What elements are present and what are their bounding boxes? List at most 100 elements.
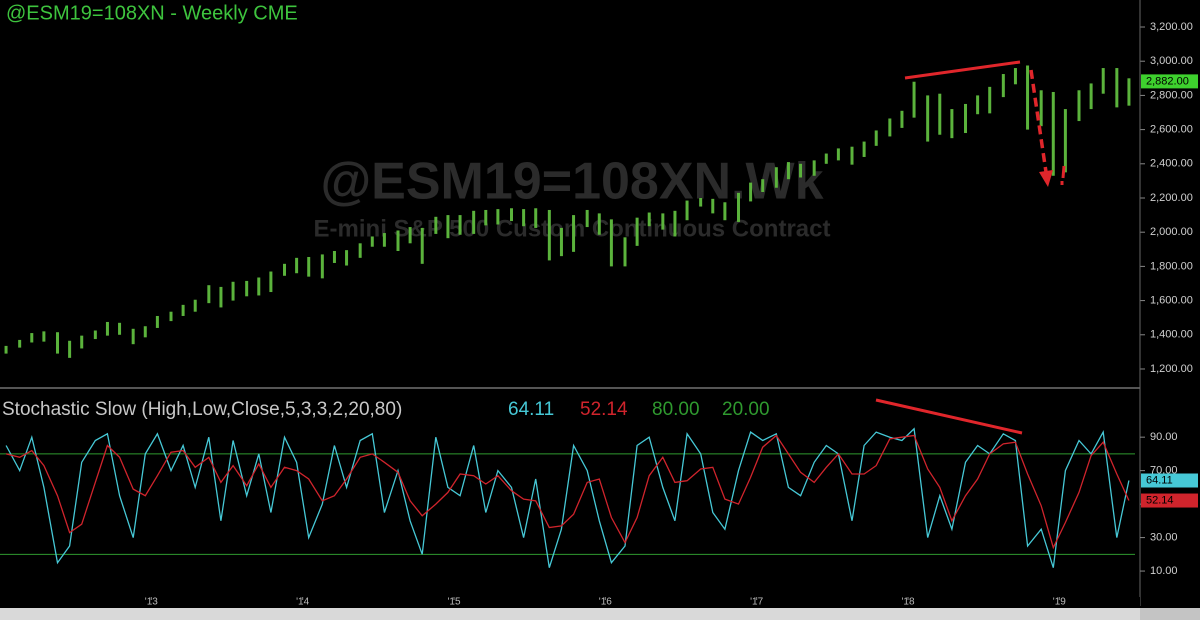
- price-bar: [332, 251, 336, 263]
- price-bar: [484, 209, 488, 226]
- price-bar: [547, 209, 551, 261]
- price-bar: [257, 277, 261, 296]
- price-bar: [245, 280, 249, 297]
- x-axis-strip: [0, 597, 1140, 607]
- price-bar: [559, 227, 563, 257]
- arrow-head: [1039, 170, 1053, 187]
- y-tick-label: 1,400.00: [1150, 329, 1193, 341]
- x-tick-label: '17: [750, 597, 763, 608]
- price-bar: [382, 233, 386, 247]
- price-bar: [396, 230, 400, 252]
- price-bar: [458, 215, 462, 235]
- y-tick-label: 2,600.00: [1150, 124, 1193, 136]
- price-bar: [169, 311, 173, 322]
- price-bar: [181, 304, 185, 316]
- price-bar: [836, 148, 840, 161]
- y-tick-label: 2,200.00: [1150, 192, 1193, 204]
- price-bar: [938, 93, 942, 135]
- price-bar: [105, 321, 109, 336]
- legend-level: 80.00: [652, 399, 700, 420]
- price-bar: [1039, 90, 1043, 127]
- price-bar: [862, 141, 866, 157]
- price-bar: [143, 326, 147, 338]
- scroll-button[interactable]: [1140, 608, 1200, 620]
- price-bar: [472, 210, 476, 234]
- x-tick-label: '19: [1053, 597, 1066, 608]
- price-bar: [737, 192, 741, 222]
- price-bar: [219, 286, 223, 308]
- y-tick-label: 30.00: [1150, 531, 1178, 543]
- price-bar: [912, 81, 916, 118]
- price-bar: [1051, 91, 1055, 176]
- legend-value: 64.11: [508, 399, 554, 420]
- price-bar: [647, 212, 651, 227]
- price-bar: [976, 95, 980, 115]
- x-tick-label: '15: [447, 597, 460, 608]
- x-tick-label: '13: [145, 597, 158, 608]
- price-bar: [434, 216, 438, 234]
- price-bar: [572, 215, 576, 252]
- price-bar: [812, 160, 816, 176]
- last-value-label: 64.11: [1146, 474, 1173, 486]
- price-bar: [93, 330, 97, 340]
- arrow-shaft: [1029, 69, 1048, 173]
- price-bar: [80, 335, 84, 349]
- exclamation: [1061, 165, 1066, 179]
- scrollbar[interactable]: [0, 608, 1200, 620]
- price-bar: [56, 332, 60, 354]
- indicator-title: Stochastic Slow (High,Low,Close,5,3,3,2,…: [2, 399, 402, 420]
- price-bar: [988, 86, 992, 114]
- y-tick-label: 2,800.00: [1150, 89, 1193, 101]
- price-bar: [193, 299, 197, 312]
- price-bar: [370, 236, 374, 247]
- stochastic-line: [5, 434, 1130, 550]
- price-bar: [446, 215, 450, 239]
- price-bar: [1089, 83, 1093, 110]
- price-bar: [534, 208, 538, 228]
- price-bar: [749, 182, 753, 202]
- price-bar: [673, 210, 677, 237]
- price-bar: [4, 345, 8, 354]
- price-bar: [345, 250, 349, 266]
- price-bar: [699, 197, 703, 207]
- price-bar: [761, 179, 765, 193]
- watermark-subtitle: E-mini S&P 500 Custom Continuous Contrac…: [314, 215, 831, 242]
- price-bar: [42, 331, 46, 342]
- price-panel: 1,200.00 1,400.00 1,600.00 1,800.00 2,000.00…: [4, 21, 1198, 375]
- price-bar: [420, 227, 424, 264]
- y-tick-label: 3,000.00: [1150, 55, 1193, 67]
- trend-line: [904, 60, 1021, 80]
- price-bar: [609, 219, 613, 267]
- price-bar: [926, 95, 930, 142]
- price-bar: [585, 209, 589, 228]
- last-price-label: 2,882.00: [1146, 75, 1189, 87]
- price-bar: [1013, 68, 1017, 85]
- price-bar: [118, 322, 122, 335]
- price-bar: [1026, 65, 1030, 130]
- price-bar: [950, 109, 954, 139]
- y-tick-label: 2,000.00: [1150, 226, 1193, 238]
- x-axis: '13 '14 '15 '16 '17 '18 '19: [145, 597, 1066, 608]
- price-bar: [1077, 90, 1081, 122]
- price-bar: [1127, 78, 1131, 106]
- stochastic-legend: Stochastic Slow (High,Low,Close,5,3,3,2,…: [2, 399, 770, 420]
- price-bar: [623, 237, 627, 267]
- price-bar: [635, 217, 639, 246]
- y-tick-label: 1,200.00: [1150, 363, 1193, 375]
- price-bar: [1001, 74, 1005, 98]
- price-bar: [723, 202, 727, 221]
- y-tick-label: 3,200.00: [1150, 21, 1193, 33]
- chart-title: @ESM19=108XN - Weekly CME: [6, 2, 298, 24]
- legend-value: 52.14: [580, 399, 628, 420]
- price-bar: [131, 328, 135, 345]
- last-value-label: 52.14: [1146, 494, 1174, 506]
- price-bar: [685, 200, 689, 221]
- price-bar: [408, 227, 412, 244]
- watermark: @ESM19=108XN.Wk: [320, 153, 823, 211]
- price-bar: [774, 167, 778, 188]
- price-bar: [307, 256, 311, 277]
- stochastic-line: [5, 427, 1130, 568]
- price-bar: [207, 285, 211, 304]
